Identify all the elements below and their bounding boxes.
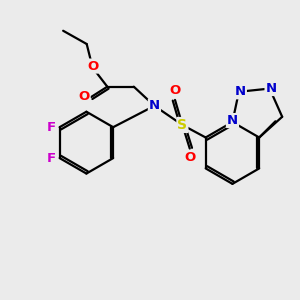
Text: S: S <box>177 118 188 132</box>
Text: N: N <box>149 99 160 112</box>
Text: O: O <box>78 91 90 103</box>
Text: N: N <box>266 82 277 95</box>
Text: O: O <box>87 60 98 73</box>
Text: N: N <box>235 85 246 98</box>
Text: N: N <box>227 114 238 127</box>
Text: F: F <box>47 152 56 165</box>
Text: O: O <box>184 152 195 164</box>
Text: O: O <box>169 84 181 97</box>
Text: F: F <box>47 121 56 134</box>
